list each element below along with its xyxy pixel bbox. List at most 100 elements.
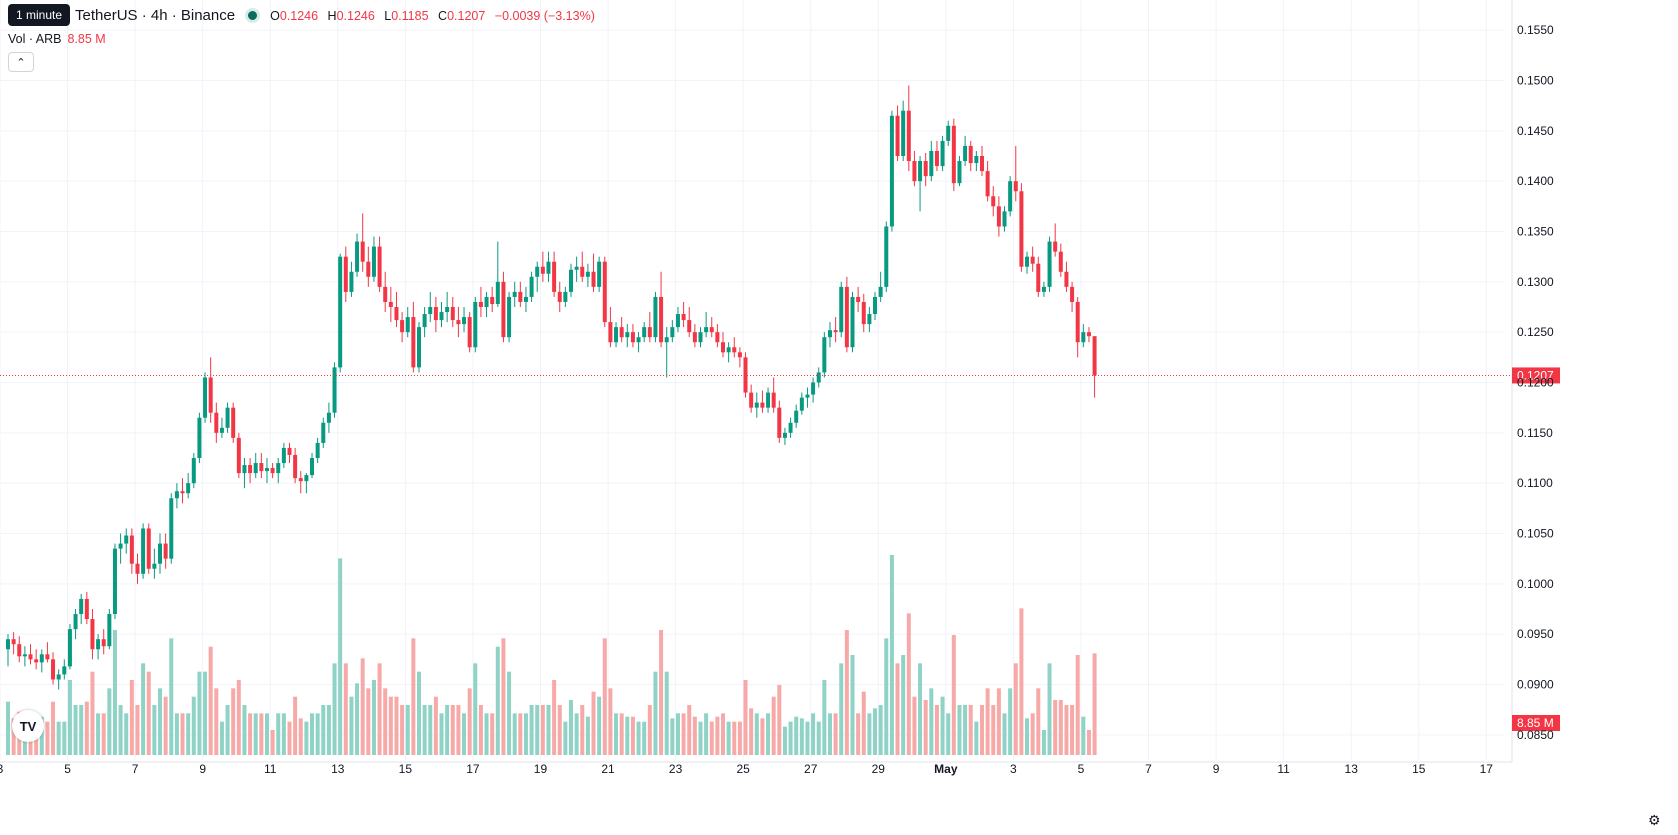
volume-bar [501,638,506,755]
volume-bar [563,721,568,755]
volume-bar [163,696,168,755]
candle-body [56,674,61,680]
time-tick-label: 7 [1145,762,1152,776]
logo-text: TV [19,718,37,734]
volume-bar [681,713,686,755]
volume-bar [985,688,990,755]
price-axis[interactable]: 0.1550 0.1500 0.1450 0.1400 0.1350 0.1300 0.12… [1517,23,1554,742]
volume-bar [186,713,191,755]
chevron-up-icon: ⌃ [16,56,26,69]
candle-body [591,271,596,287]
volume-bar [51,701,56,755]
volume-bar [490,713,495,755]
last-price-line: 0.1207 8.85 M [0,367,1560,731]
time-tick-label: 3 [0,762,4,776]
volume-bar [940,696,945,755]
volume-bar [1019,608,1024,755]
volume-bar [614,713,619,755]
volume-bar [709,721,714,755]
price-tick-label: 0.1250 [1517,325,1554,339]
volume-bar [540,705,545,755]
volume-bar [1092,653,1097,755]
close-value: 0.1207 [447,8,486,23]
volume-bar [141,663,146,755]
volume-bar [135,705,140,755]
candle-body [84,598,89,620]
market-status-icon[interactable] [245,8,261,23]
candle-body [169,498,174,559]
volume-bar [642,721,647,755]
symbol-title[interactable]: TetherUS · 4h · Binance [75,7,236,24]
candle-body [1008,181,1013,212]
time-axis[interactable]: 3 5 7 9 11 13 15 17 19 21 23 25 27 29 May 3 5 7 9 11 13 15 17 [0,762,1493,776]
volume-bar [1036,688,1041,755]
low-value: 0.1185 [391,8,429,23]
volume-bar [1013,663,1018,755]
candle-body [360,241,365,262]
candle-body [529,276,534,297]
candle-body [546,261,551,274]
candle-body [540,266,545,274]
volume-bar [771,696,776,755]
price-tick-label: 0.1550 [1517,23,1554,37]
volume-bar [518,713,523,755]
candle-body [1064,271,1069,287]
volume-bar [287,721,292,755]
candle-body [259,463,264,472]
gear-icon[interactable]: ⚙ [1648,812,1661,828]
volume-bar [433,696,438,755]
volume-bar [1047,663,1052,755]
candle-body [614,327,619,343]
price-tick-label: 0.0950 [1517,627,1554,641]
close-label: C [438,8,448,23]
price-tick-label: 0.1200 [1517,376,1554,390]
volume-bar [675,713,680,755]
volume-bar [107,688,112,755]
volume-bar [225,705,230,755]
candle-body [450,307,455,321]
candle-body [1058,251,1063,272]
candle-body [146,528,151,569]
candle-body [6,639,10,650]
candle-body [456,320,461,325]
candle-body [737,352,742,358]
volume-bar [394,696,399,755]
volume-bar [704,713,709,755]
volume-bar [979,705,984,755]
candle-body [709,327,714,333]
collapse-legend-button[interactable]: ⌃ [8,52,34,72]
volume-bar [152,705,157,755]
volume-bar [901,655,906,755]
last-volume-label-bg [1512,715,1560,731]
tradingview-logo-icon[interactable]: TV [12,710,44,742]
candle-body [484,296,489,307]
volume-bar [827,713,832,755]
volume-bar [732,721,737,755]
volume-bar [473,663,478,755]
candle-body [951,125,956,184]
candle-body [1086,332,1091,337]
candle-body [670,327,675,338]
candle-body [642,327,647,338]
candle-body [73,614,78,630]
volume-bar [811,713,816,755]
price-tick-label: 0.1400 [1517,174,1554,188]
candle-body [535,266,540,277]
volume-bar [118,705,123,755]
volume-bar [462,713,467,755]
volume-bar [856,713,861,755]
candle-body [96,639,101,650]
volume-bar [839,663,844,755]
volume-bar [248,713,253,755]
volume-bar [67,680,72,755]
candle-body [811,382,816,395]
volume-label[interactable]: Vol · ARB [8,32,62,46]
time-tick-label: 11 [264,762,277,776]
volume-bar [422,705,427,755]
volume-bars [6,555,1097,755]
volume-bar [129,680,134,755]
candle-body [777,407,782,438]
volume-bar [597,696,602,755]
volume-bar [743,680,748,755]
